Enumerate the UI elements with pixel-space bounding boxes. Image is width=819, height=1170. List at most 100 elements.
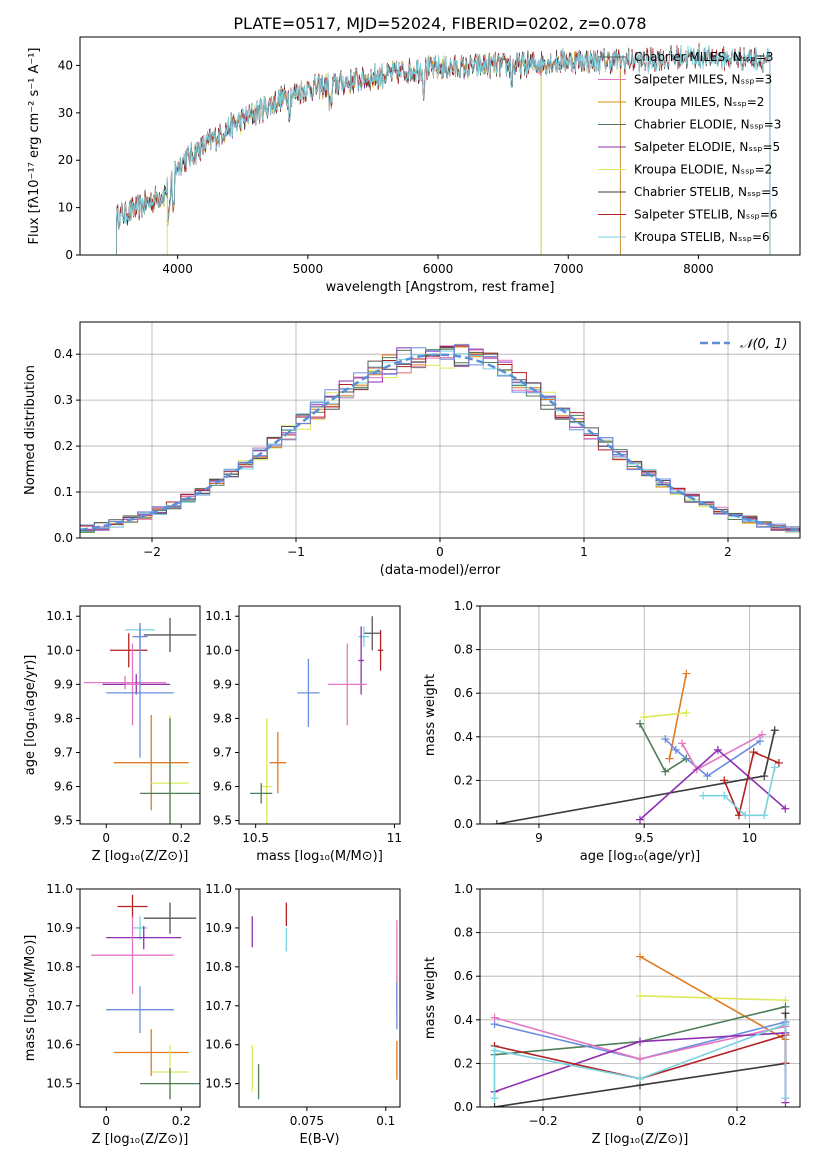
y-tick-label: 1.0 <box>454 882 473 896</box>
weight-point-marker <box>671 745 680 754</box>
legend-label: Chabrier STELIB, Nₛₛₚ=5 <box>634 185 779 199</box>
weight-point-marker <box>636 1037 644 1046</box>
y-tick-label: 10.9 <box>46 921 73 935</box>
x-tick-label: 9 <box>535 831 543 845</box>
x-tick-label: 0.2 <box>172 1114 191 1128</box>
weight-point-marker <box>781 1094 790 1103</box>
weight-point-marker <box>661 734 670 743</box>
legend-label: Chabrier ELODIE, Nₛₛₚ=3 <box>634 118 781 132</box>
weight-point-marker <box>640 713 649 722</box>
weight-point-marker <box>490 1046 499 1055</box>
y-tick-label: 0.8 <box>454 643 473 657</box>
x-tick-label: 8000 <box>683 262 714 276</box>
y-axis-label: age [log₁₀(age/yr)] <box>23 655 38 776</box>
weight-point-marker <box>682 669 691 678</box>
legend-label: Kroupa MILES, Nₛₛₚ=2 <box>634 95 764 109</box>
weight-point-marker <box>758 730 767 739</box>
weight-series-line <box>723 750 780 818</box>
spectrum-plot-area <box>116 42 771 255</box>
weight-series-line <box>668 673 688 759</box>
y-tick-label: 0.0 <box>454 1100 473 1114</box>
weight-vs-age-panel: 9 9.5 10 0.0 0.2 0.4 0.6 0.8 1.0 age [log₁₀(age/y… <box>423 599 801 864</box>
x-tick-label: 0.1 <box>376 1114 395 1128</box>
age-vs-Z-plot-area <box>83 617 200 824</box>
age-vs-mass-plot-area <box>250 616 384 824</box>
y-axis-label: Flux [fλ10⁻¹⁷ erg cm⁻² s⁻¹ A⁻¹] <box>27 48 42 245</box>
x-tick-label: 0 <box>102 1114 110 1128</box>
y-tick-label: 0 <box>65 248 73 262</box>
weight-point-marker <box>665 754 674 763</box>
weight-point-marker <box>490 1103 499 1107</box>
y-tick-label: 0.4 <box>54 347 73 361</box>
x-tick-label: 10.5 <box>242 831 269 845</box>
x-axis-label: age [log₁₀(age/yr)] <box>580 849 701 864</box>
axes-frame <box>79 36 801 256</box>
y-tick-label: 1.0 <box>454 599 473 613</box>
weight-point-marker <box>636 952 644 961</box>
y-tick-label: 0.1 <box>54 485 73 499</box>
y-tick-label: 9.7 <box>54 745 73 759</box>
y-tick-label: 10.8 <box>205 960 232 974</box>
axes-frame <box>238 605 401 825</box>
weight-point-marker <box>703 772 712 781</box>
x-axis-label: mass [log₁₀(M/M⊙)] <box>256 849 383 864</box>
spectrum-legend: Chabrier MILES, Nₛₛₚ=3 Salpeter MILES, Nₛ… <box>598 50 781 244</box>
weight-point-marker <box>720 791 729 800</box>
normal-curve-line <box>80 353 800 532</box>
x-tick-label: 0 <box>436 545 444 559</box>
y-tick-label: 10.5 <box>46 1077 73 1091</box>
x-tick-label: 11 <box>387 831 402 845</box>
y-tick-label: 10.6 <box>205 1038 232 1052</box>
weight-point-marker <box>661 767 670 776</box>
weight-point-marker <box>490 1013 499 1022</box>
weight-point-marker <box>636 1074 644 1083</box>
residuals-plot-area <box>80 343 800 533</box>
legend-label: 𝒩(0, 1) <box>740 337 787 352</box>
y-tick-label: 10.0 <box>46 643 73 657</box>
weight-point-marker <box>781 804 790 813</box>
x-tick-label: 9.5 <box>635 831 654 845</box>
y-tick-label: 9.7 <box>213 745 232 759</box>
weight-point-marker <box>713 745 722 754</box>
x-axis-label: E(B-V) <box>299 1132 339 1147</box>
weight-point-marker <box>720 776 729 785</box>
x-tick-label: 5000 <box>293 262 324 276</box>
y-tick-label: 9.8 <box>213 711 232 725</box>
x-axis-label: Z [log₁₀(Z/Z⊙)] <box>92 1132 189 1147</box>
weight-point-marker <box>699 791 708 800</box>
weight-point-marker <box>774 758 783 767</box>
y-tick-label: 11.0 <box>205 882 232 896</box>
weight-point-marker <box>741 811 750 820</box>
legend-label: Salpeter STELIB, Nₛₛₚ=6 <box>634 208 778 222</box>
axes-frame <box>238 888 401 1108</box>
x-tick-label: 0 <box>636 1114 644 1128</box>
age-vs-mass-panel: 10.5 11 9.5 9.6 9.7 9.8 9.9 10.0 10.1 mass [log₁₀… <box>205 605 402 864</box>
y-tick-label: 10.0 <box>205 643 232 657</box>
y-tick-label: 10.1 <box>205 609 232 623</box>
y-tick-label: 0.8 <box>454 926 473 940</box>
y-tick-label: 0.3 <box>54 393 73 407</box>
y-tick-label: 10.5 <box>205 1077 232 1091</box>
x-axis-label: Z [log₁₀(Z/Z⊙)] <box>592 1132 689 1147</box>
y-tick-label: 0.2 <box>54 439 73 453</box>
residuals-legend: 𝒩(0, 1) <box>700 337 787 352</box>
weight-series-line <box>639 723 687 773</box>
weight-point-marker <box>781 1002 790 1011</box>
weight-vs-age-plot-area <box>492 669 790 824</box>
y-tick-label: 11.0 <box>46 882 73 896</box>
weight-point-marker <box>781 1020 790 1029</box>
weight-point-marker <box>678 739 687 748</box>
weight-series-line <box>664 738 761 777</box>
legend-label: Kroupa ELODIE, Nₛₛₚ=2 <box>634 163 772 177</box>
y-tick-label: 20 <box>58 153 73 167</box>
y-tick-label: 10.6 <box>46 1038 73 1052</box>
x-axis-label: wavelength [Angstrom, rest frame] <box>326 280 555 295</box>
y-tick-label: 10.1 <box>46 609 73 623</box>
y-tick-label: 10.7 <box>46 999 73 1013</box>
weight-point-marker <box>770 763 779 772</box>
weight-point-marker <box>682 708 691 717</box>
x-tick-label: −2 <box>143 545 161 559</box>
y-tick-label: 0.6 <box>454 686 473 700</box>
y-tick-label: 0.2 <box>454 1056 473 1070</box>
axes-frame <box>79 605 201 825</box>
